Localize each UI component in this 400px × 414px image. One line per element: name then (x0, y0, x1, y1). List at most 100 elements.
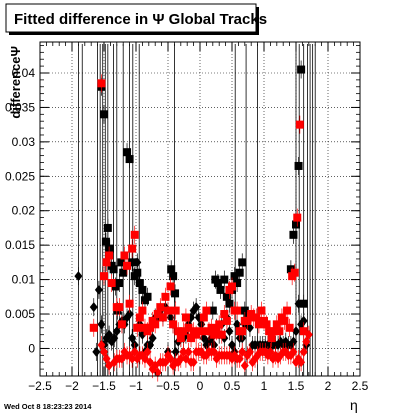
square-point (202, 306, 211, 315)
square-point (128, 244, 137, 253)
square-point (272, 320, 281, 329)
square-point (125, 155, 134, 164)
error-bars (78, 44, 316, 376)
diamond-point (112, 326, 121, 337)
square-point (123, 261, 132, 270)
title-shadow-right (256, 7, 259, 35)
square-point (299, 299, 308, 308)
square-point (238, 258, 247, 267)
square-point (105, 251, 114, 260)
square-point (285, 323, 294, 332)
square-point (197, 327, 206, 336)
footer-timestamp: Wed Oct 8 18:23:23 2014 (4, 402, 92, 411)
data-marks (74, 60, 313, 382)
diamond-point (184, 346, 193, 357)
square-point (220, 310, 229, 319)
diamond-point (240, 360, 249, 371)
square-point (252, 313, 261, 322)
square-point (262, 320, 271, 329)
x-tick-label: −1.5 (92, 379, 116, 393)
square-point (123, 148, 132, 157)
diamond-point (289, 336, 298, 347)
square-point (240, 306, 249, 315)
square-point (89, 323, 98, 332)
x-tick-label: −0.5 (156, 379, 180, 393)
square-point (115, 279, 124, 288)
square-point (280, 316, 289, 325)
y-tick-label: 0.04 (12, 66, 36, 80)
square-point (151, 320, 160, 329)
y-tick-label: 0.005 (5, 307, 35, 321)
diamond-point (189, 357, 198, 368)
y-axis-label: differenceΨ (8, 46, 23, 119)
y-tick-label: 0.02 (12, 204, 36, 218)
square-point (167, 265, 176, 274)
square-point (158, 313, 167, 322)
square-point (238, 327, 247, 336)
square-point (243, 316, 252, 325)
diamond-point (100, 346, 108, 357)
square-point (217, 330, 226, 339)
x-tick-label: −2.5 (28, 379, 52, 393)
square-point (220, 275, 229, 284)
square-point (138, 285, 147, 294)
square-point (208, 306, 217, 315)
square-point (293, 213, 302, 222)
diamond-point (179, 346, 188, 357)
y-tick-label: 0.035 (5, 100, 35, 114)
diamond-point (89, 302, 98, 313)
diamond-point (143, 346, 152, 357)
x-tick-label: 2.5 (352, 379, 369, 393)
square-point (283, 306, 292, 315)
diamond-point (251, 353, 260, 364)
diamond-point (225, 326, 234, 337)
square-point (164, 306, 172, 315)
axes (39, 41, 361, 377)
square-point (225, 299, 234, 308)
square-point (295, 120, 304, 129)
diamond-point (235, 353, 244, 364)
square-point (207, 323, 216, 332)
square-point (135, 279, 144, 288)
x-axis-label: η (350, 397, 358, 413)
diamond-point (148, 333, 157, 344)
square-point (174, 327, 183, 336)
square-point (230, 272, 239, 281)
title-shadow-bottom (9, 32, 259, 35)
diamond-point (297, 357, 306, 368)
diamond-point (128, 353, 137, 364)
diamond-point (248, 357, 257, 368)
square-point (176, 334, 185, 343)
square-point (109, 265, 118, 274)
square-point (120, 251, 129, 260)
square-point (133, 268, 142, 277)
square-point (107, 279, 116, 288)
square-point (135, 313, 144, 322)
square-point (117, 258, 126, 267)
square-point (216, 285, 225, 294)
y-tick-label: 0.025 (5, 169, 35, 183)
diamond-point (102, 353, 111, 364)
square-point (179, 327, 188, 336)
x-tick-label: 2 (325, 379, 332, 393)
diamond-point (302, 336, 311, 347)
diamond-point (299, 315, 308, 326)
square-point (184, 323, 193, 332)
y-tick-label: 0.03 (12, 135, 36, 149)
square-point (102, 258, 111, 267)
diamond-point (128, 333, 137, 344)
square-point (235, 268, 244, 277)
square-point (115, 303, 124, 312)
diamond-point (97, 319, 106, 330)
square-point (222, 316, 231, 325)
square-point (100, 272, 108, 281)
x-tick-label: 0 (197, 379, 204, 393)
y-tick-label: 0 (28, 341, 35, 355)
square-point (267, 334, 276, 343)
square-point (257, 306, 266, 315)
square-point (265, 327, 274, 336)
x-tick-label: 0.5 (224, 379, 241, 393)
square-point (100, 110, 108, 119)
diamond-point (92, 346, 101, 357)
x-tick-label: 1.5 (288, 379, 305, 393)
